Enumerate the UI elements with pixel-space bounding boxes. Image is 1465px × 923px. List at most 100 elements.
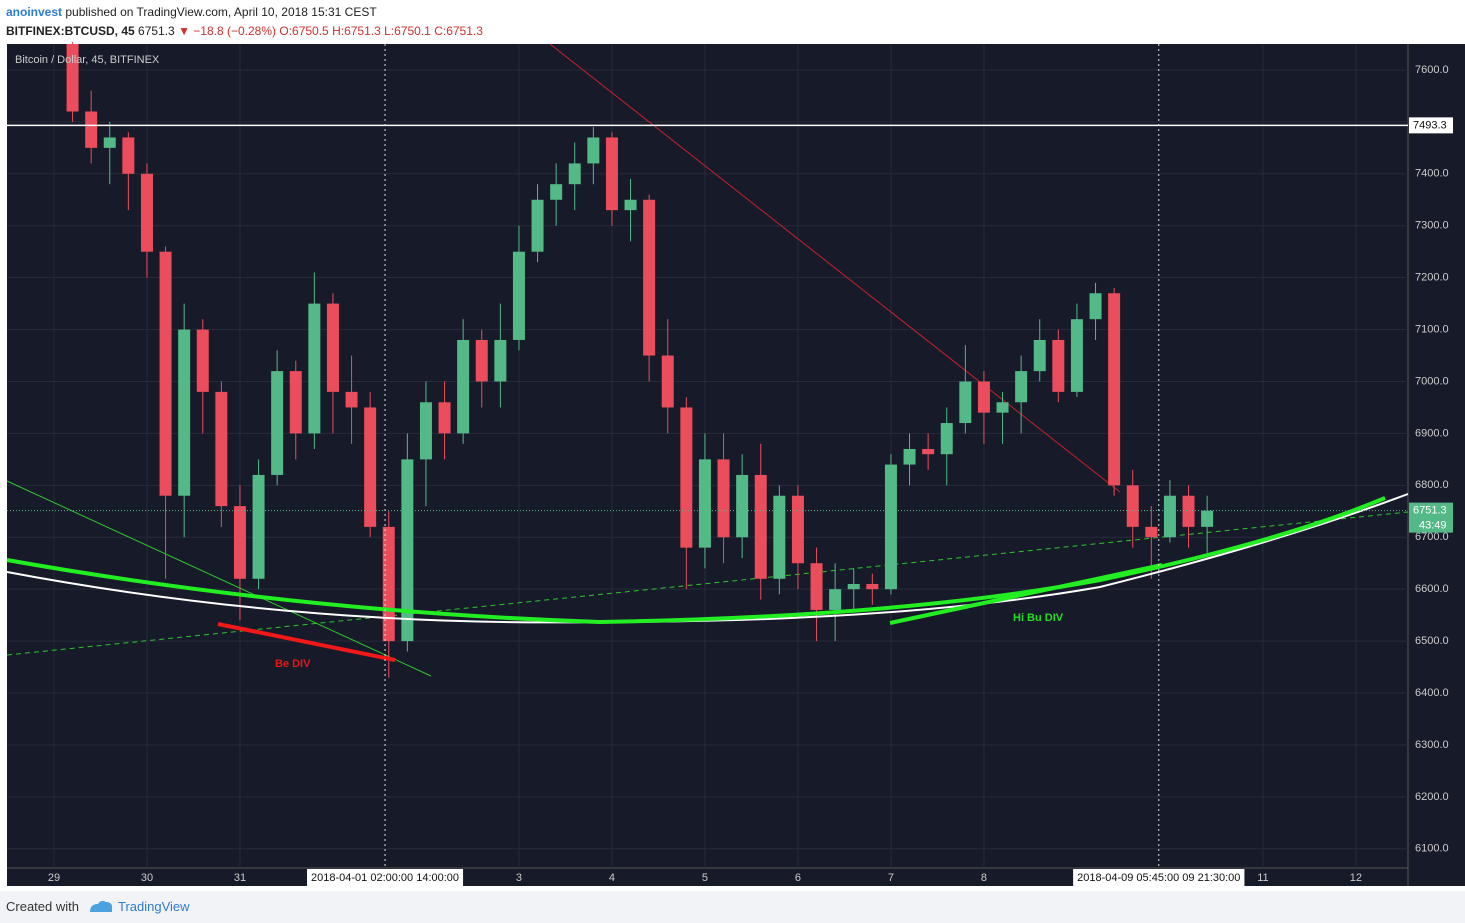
candle-body <box>1182 495 1195 527</box>
header: anoinvest published on TradingView.com, … <box>6 3 483 41</box>
candle-body <box>624 199 637 211</box>
drawings: Be DIV Hi Bu DIV <box>6 493 1409 670</box>
trend-line <box>549 43 1121 493</box>
y-tick-label: 7000.0 <box>1415 375 1449 387</box>
candle-body <box>196 329 209 392</box>
y-tick-label: 6500.0 <box>1415 635 1449 647</box>
x-tick-label: 11 <box>1257 872 1268 884</box>
candle-body <box>754 474 767 579</box>
candle-body <box>940 423 953 455</box>
candle-body <box>103 137 116 148</box>
x-tick-label: 5 <box>702 872 708 884</box>
candle-body <box>977 381 990 413</box>
candle-body <box>326 303 339 392</box>
candle-body <box>1089 293 1102 320</box>
candle-body <box>345 391 358 408</box>
trend-line <box>6 480 432 677</box>
candle-body <box>1033 339 1046 372</box>
y-tick-label: 7300.0 <box>1415 220 1449 232</box>
candle-body <box>85 111 98 148</box>
open: O:6750.5 <box>279 24 329 38</box>
cursor-label-bg <box>1073 869 1245 886</box>
candle-body <box>1145 526 1158 538</box>
y-tick-label: 6300.0 <box>1415 739 1449 751</box>
candle-body <box>1015 371 1028 403</box>
last: 6751.3 <box>138 24 175 38</box>
y-tick-label: 7200.0 <box>1415 272 1449 284</box>
y-tick-label: 7400.0 <box>1415 168 1449 180</box>
x-tick-label: 7 <box>888 872 894 884</box>
price-axis-bg <box>1408 44 1465 886</box>
last-price-bg <box>1409 502 1453 533</box>
div-line <box>217 622 396 662</box>
created: Created with <box>6 899 79 914</box>
published: published on TradingView.com, April 10, … <box>65 5 377 19</box>
x-tick-label: 3 <box>516 872 522 884</box>
hline-label-bg <box>1409 117 1453 134</box>
candle-body <box>922 448 935 455</box>
candle-body <box>959 381 972 424</box>
candle-body <box>271 371 284 475</box>
candle-body <box>550 184 563 200</box>
brand[interactable]: TradingView <box>118 899 190 914</box>
candle-body <box>773 495 786 579</box>
x-tick-label: 4 <box>609 872 615 884</box>
candle-body <box>308 303 321 434</box>
y-tick-label: 6700.0 <box>1415 531 1449 543</box>
candle-body <box>661 355 674 408</box>
candle-body <box>587 137 600 164</box>
x-tick-label: 29 <box>48 872 60 884</box>
div-line <box>889 563 1163 625</box>
annotation: Be DIV <box>275 658 311 670</box>
hline-label: 7493.3 <box>1413 119 1447 131</box>
y-tick-label: 6800.0 <box>1415 479 1449 491</box>
candle-body <box>884 464 897 590</box>
candle-body <box>178 329 191 496</box>
candle-body <box>252 474 265 579</box>
candle-body <box>829 589 842 610</box>
change: ▼ −18.8 (−0.28%) <box>178 24 277 38</box>
last-price-label: 6751.3 <box>1413 505 1447 517</box>
candle-body <box>512 251 525 340</box>
candle-body <box>568 163 581 185</box>
x-tick-label: 30 <box>141 872 153 884</box>
candle-body <box>159 251 172 496</box>
candle-body <box>698 459 711 548</box>
candle-body <box>457 339 470 434</box>
author[interactable]: anoinvest <box>6 5 63 19</box>
candle-body <box>791 495 804 564</box>
candle-body <box>289 371 302 434</box>
symbol: BITFINEX:BTCUSD, 45 <box>6 24 135 38</box>
candle-body <box>122 137 135 174</box>
candle-body <box>717 459 730 538</box>
high: H:6751.3 <box>332 24 381 38</box>
countdown: 43:49 <box>1419 520 1447 532</box>
candle-body <box>1126 485 1139 527</box>
candle-body <box>401 459 414 642</box>
y-tick-label: 6100.0 <box>1415 843 1449 855</box>
candle-body <box>1201 510 1214 527</box>
candle-body <box>66 44 79 112</box>
candle-body <box>643 199 656 356</box>
candle-body <box>494 339 507 382</box>
candle-body <box>438 402 451 434</box>
candle-body <box>903 448 916 465</box>
x-tick-label: 31 <box>234 872 246 884</box>
curve <box>6 496 1386 625</box>
candle-body <box>810 563 823 610</box>
cursor-label-bg <box>307 869 464 886</box>
candle-body <box>1052 339 1065 392</box>
candle-body <box>531 199 544 252</box>
y-tick-label: 7100.0 <box>1415 323 1449 335</box>
footer: Created with TradingView <box>0 891 1465 923</box>
x-tick-label: 12 <box>1350 872 1362 884</box>
y-tick-label: 7600.0 <box>1415 64 1449 76</box>
candle-body <box>866 583 879 590</box>
x-tick-label: 6 <box>795 872 801 884</box>
candle-body <box>382 526 395 642</box>
y-tick-label: 6900.0 <box>1415 427 1449 439</box>
y-tick-label: 6600.0 <box>1415 583 1449 595</box>
candle-body <box>419 402 432 460</box>
y-tick-label: 6400.0 <box>1415 687 1449 699</box>
